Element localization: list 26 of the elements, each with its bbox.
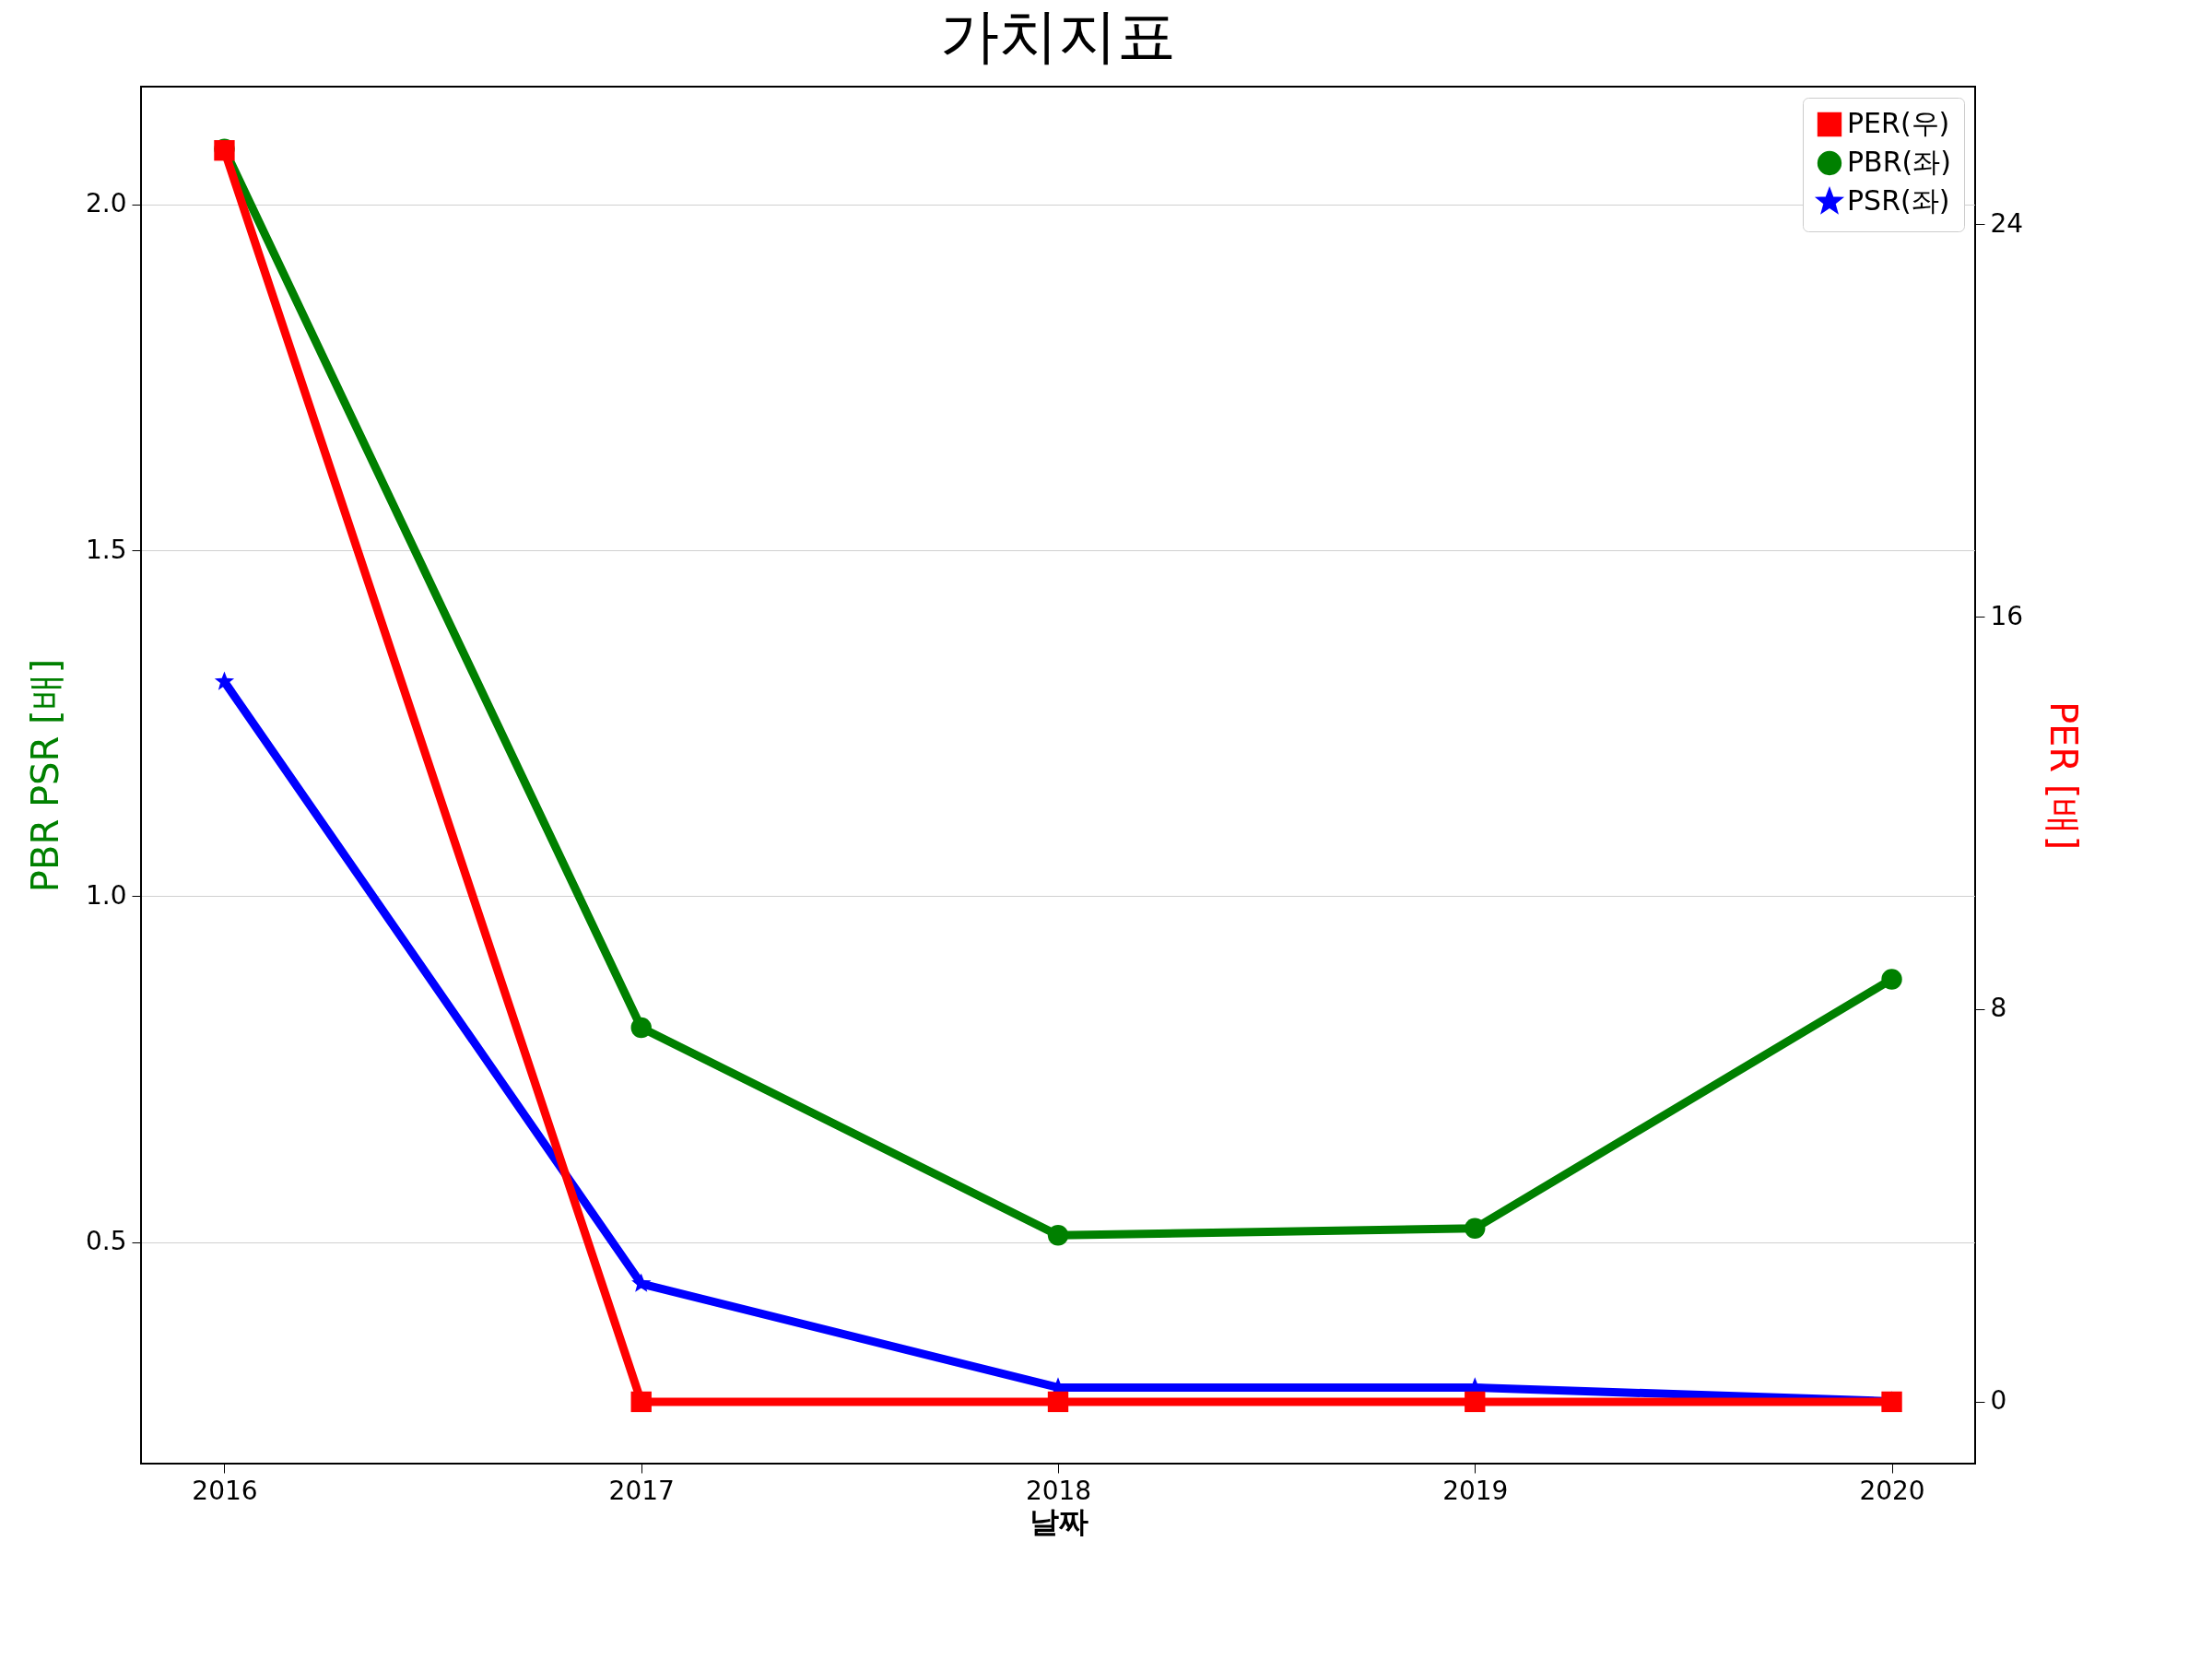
legend-label: PBR(좌): [1847, 146, 1951, 178]
y-tick-label: 1.5: [85, 534, 127, 565]
y2-axis-title: PER [배]: [2042, 700, 2086, 851]
x-axis-title: 날짜: [1029, 1503, 1088, 1539]
x-tick-label: 2017: [608, 1475, 675, 1506]
x-tick-label: 2019: [1442, 1475, 1509, 1506]
point: [1881, 969, 1902, 990]
y-axis-title: PBR PSR [배]: [23, 658, 66, 893]
y2-tick-label: 16: [1990, 600, 2024, 631]
point: [631, 1273, 652, 1292]
y2-tick-label: 24: [1990, 207, 2024, 239]
legend-label: PER(우): [1847, 107, 1950, 139]
y2-tick-label: 0: [1990, 1385, 2007, 1417]
y-tick-label: 2.0: [85, 188, 127, 219]
x-tick-label: 2018: [1025, 1475, 1092, 1506]
y-tick-label: 0.5: [85, 1226, 127, 1257]
point: [1047, 1225, 1069, 1246]
y2-tick-label: 8: [1990, 993, 2007, 1024]
x-tick-label: 2020: [1859, 1475, 1925, 1506]
point: [214, 671, 235, 690]
point: [630, 1017, 652, 1039]
y-tick-label: 1.0: [85, 879, 127, 911]
chart-title: 가치지표: [940, 2, 1176, 70]
legend-label: PSR(좌): [1847, 184, 1950, 217]
point: [1465, 1218, 1486, 1239]
x-tick-label: 2016: [192, 1475, 258, 1506]
